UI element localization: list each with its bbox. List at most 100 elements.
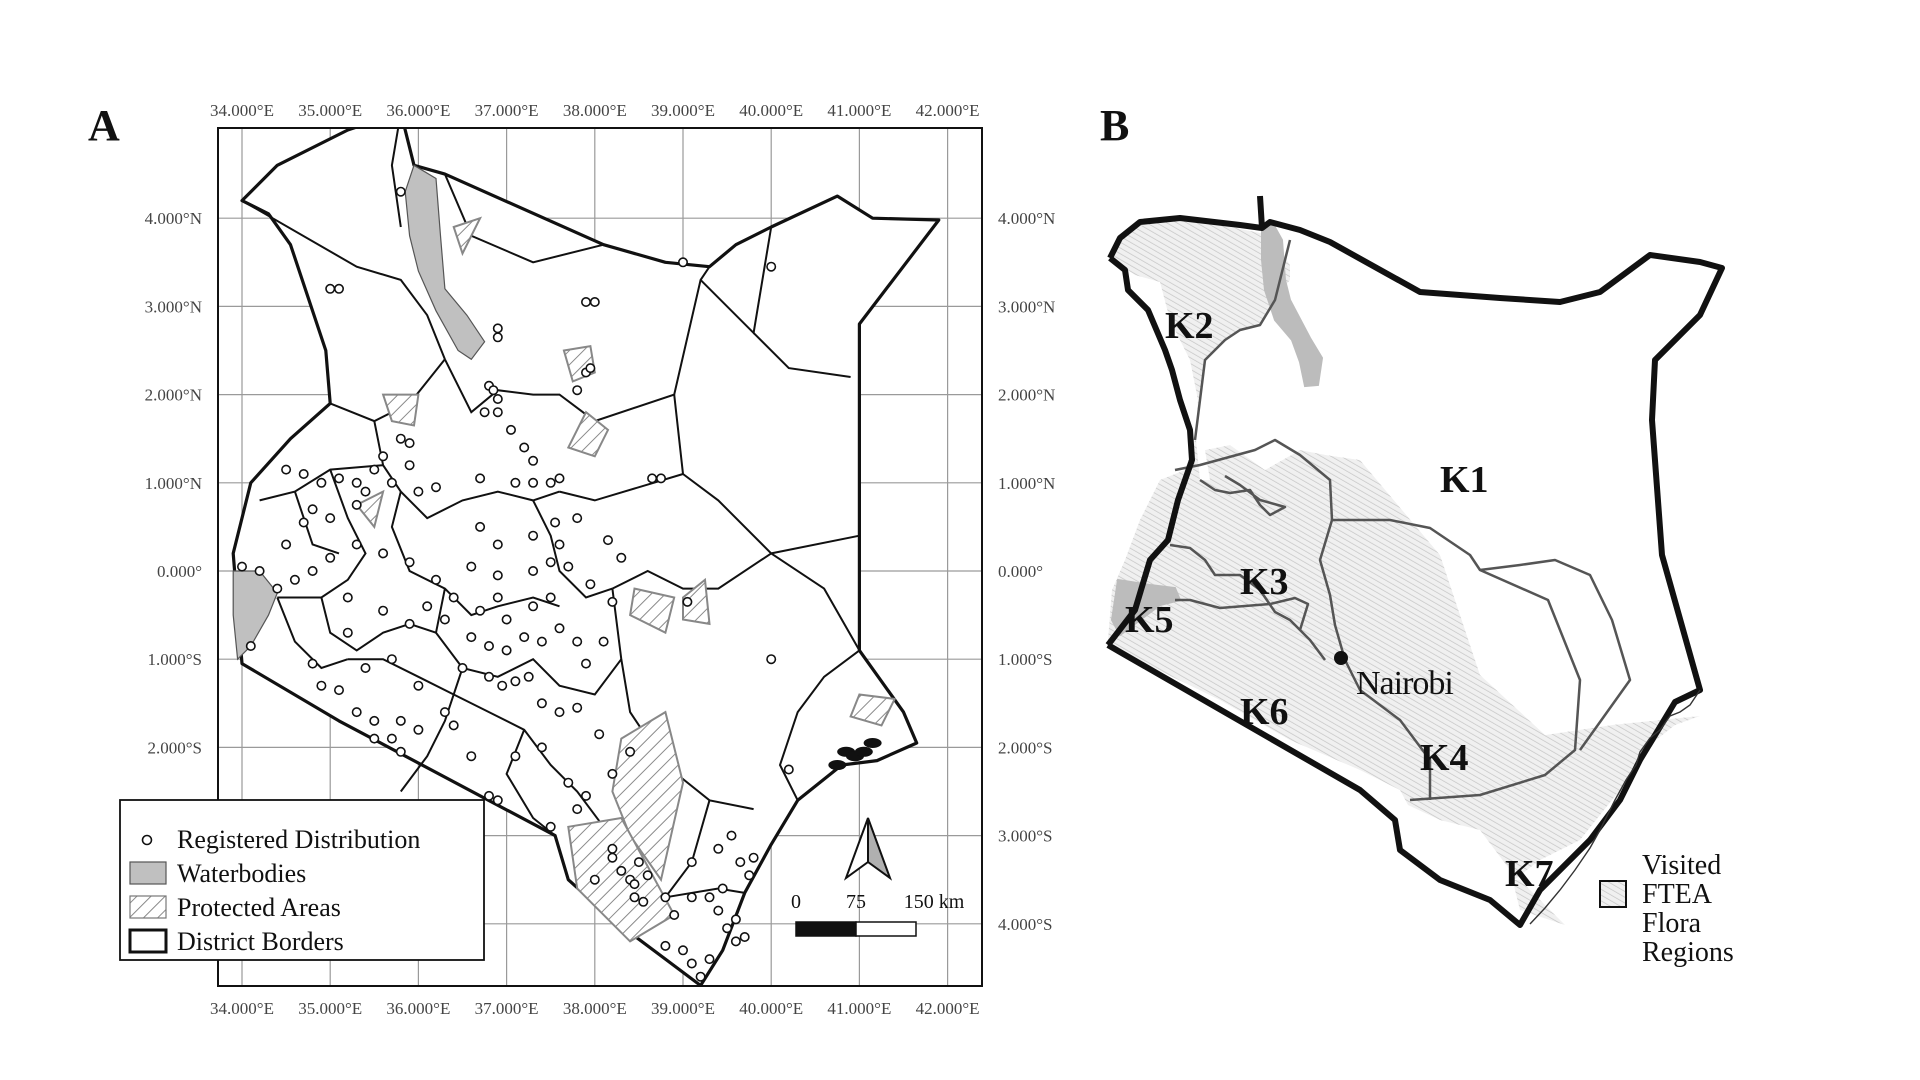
- distribution-point: [369, 715, 380, 726]
- panel-b-label: B: [1100, 101, 1129, 150]
- distribution-point: [369, 464, 380, 475]
- distribution-point: [580, 658, 591, 669]
- distribution-point: [492, 332, 503, 343]
- district-border-line: [390, 128, 402, 228]
- distribution-point: [378, 548, 389, 559]
- distribution-point: [585, 363, 596, 374]
- distribution-point: [616, 865, 627, 876]
- legend-b-line-1: Visited: [1642, 850, 1721, 881]
- distribution-point: [404, 557, 415, 568]
- latitude-label: 0.000°: [157, 562, 202, 581]
- distribution-point: [237, 561, 248, 572]
- region-k1-east-unhatched: [1198, 230, 1722, 735]
- distribution-point: [633, 857, 644, 868]
- distribution-point: [307, 504, 318, 515]
- distribution-point: [360, 486, 371, 497]
- protected-area-polygon: [567, 816, 676, 943]
- distribution-point: [580, 296, 591, 307]
- distribution-point: [316, 680, 327, 691]
- distribution-point: [726, 830, 737, 841]
- latitude-label: 2.000°S: [147, 738, 202, 757]
- distribution-point: [783, 764, 794, 775]
- distribution-point: [677, 945, 688, 956]
- distribution-point: [730, 914, 741, 925]
- distribution-point: [730, 936, 741, 947]
- distribution-point: [536, 636, 547, 647]
- longitude-label: 34.000°E: [210, 999, 274, 1018]
- distribution-point: [607, 596, 618, 607]
- distribution-point: [744, 870, 755, 881]
- latitude-label: 2.000°N: [998, 386, 1055, 405]
- longitude-label: 42.000°E: [916, 999, 980, 1018]
- longitude-label: 42.000°E: [916, 101, 980, 120]
- protected-area-polygon: [355, 489, 385, 530]
- distribution-point: [404, 460, 415, 471]
- distribution-point: [722, 923, 733, 934]
- legend-b-line-2: FTEA: [1642, 879, 1713, 910]
- distribution-point: [713, 843, 724, 854]
- region-k5-label: K5: [1125, 599, 1174, 641]
- distribution-point: [281, 539, 292, 550]
- district-border-line: [241, 199, 446, 360]
- distribution-point: [501, 614, 512, 625]
- distribution-point: [386, 654, 397, 665]
- distribution-point: [572, 804, 583, 815]
- distribution-point: [492, 407, 503, 418]
- distribution-point: [404, 438, 415, 449]
- latitude-label: 3.000°N: [145, 297, 202, 316]
- longitude-label: 37.000°E: [475, 101, 539, 120]
- distribution-point: [342, 592, 353, 603]
- panel-a-label: A: [88, 101, 120, 150]
- distribution-point: [413, 680, 424, 691]
- coastline-b: [1529, 689, 1701, 925]
- distribution-point: [625, 746, 636, 757]
- distribution-point: [342, 627, 353, 638]
- legend-waterbody-symbol: [129, 861, 167, 885]
- distribution-point: [351, 477, 362, 488]
- panel-b: B Nairobi K1 K2 K3 K4 K5: [1100, 101, 1734, 968]
- lake-turkana-b: [1261, 220, 1324, 388]
- distribution-point: [545, 821, 556, 832]
- distribution-point: [492, 393, 503, 404]
- distribution-point: [439, 614, 450, 625]
- latitude-label: 3.000°S: [998, 827, 1053, 846]
- distribution-point: [395, 715, 406, 726]
- panel-a: A 34.000°E 35.000°E 36.000°E 37.000°E 38.000…: [88, 101, 1055, 1018]
- distribution-point: [351, 499, 362, 510]
- longitude-label: 35.000°E: [298, 101, 362, 120]
- north-arrow-icon: [843, 817, 893, 881]
- distribution-point: [325, 552, 336, 563]
- district-border-line: [276, 597, 349, 670]
- distribution-point: [281, 464, 292, 475]
- map-frame: [217, 127, 983, 987]
- distribution-point: [550, 517, 561, 528]
- distribution-point: [483, 671, 494, 682]
- distribution-point: [413, 724, 424, 735]
- latitude-labels-right: 4.000°N 3.000°N 2.000°N 1.000°N 0.000° 1.000°…: [998, 209, 1055, 934]
- distribution-point: [505, 424, 516, 435]
- distribution-point: [510, 751, 521, 762]
- distribution-point: [475, 521, 486, 532]
- distribution-point: [510, 477, 521, 488]
- distribution-point: [492, 795, 503, 806]
- distribution-point: [497, 680, 508, 691]
- legend-waterbodies-label: Waterbodies: [177, 859, 306, 888]
- distribution-point: [395, 186, 406, 197]
- latitude-label: 0.000°: [998, 562, 1043, 581]
- distribution-point: [378, 451, 389, 462]
- scale-label-75: 75: [846, 891, 866, 913]
- distribution-point: [386, 733, 397, 744]
- distribution-point: [528, 477, 539, 488]
- distribution-point: [594, 729, 605, 740]
- region-k7-label: K7: [1505, 853, 1554, 895]
- distribution-point: [378, 605, 389, 616]
- distribution-point: [695, 971, 706, 982]
- longitude-label: 35.000°E: [298, 999, 362, 1018]
- distribution-point: [682, 596, 693, 607]
- latitude-label: 1.000°N: [145, 474, 202, 493]
- longitude-label: 36.000°E: [386, 101, 450, 120]
- distribution-point: [492, 539, 503, 550]
- island-shape: [828, 760, 847, 771]
- longitude-label: 36.000°E: [386, 999, 450, 1018]
- distribution-point: [333, 685, 344, 696]
